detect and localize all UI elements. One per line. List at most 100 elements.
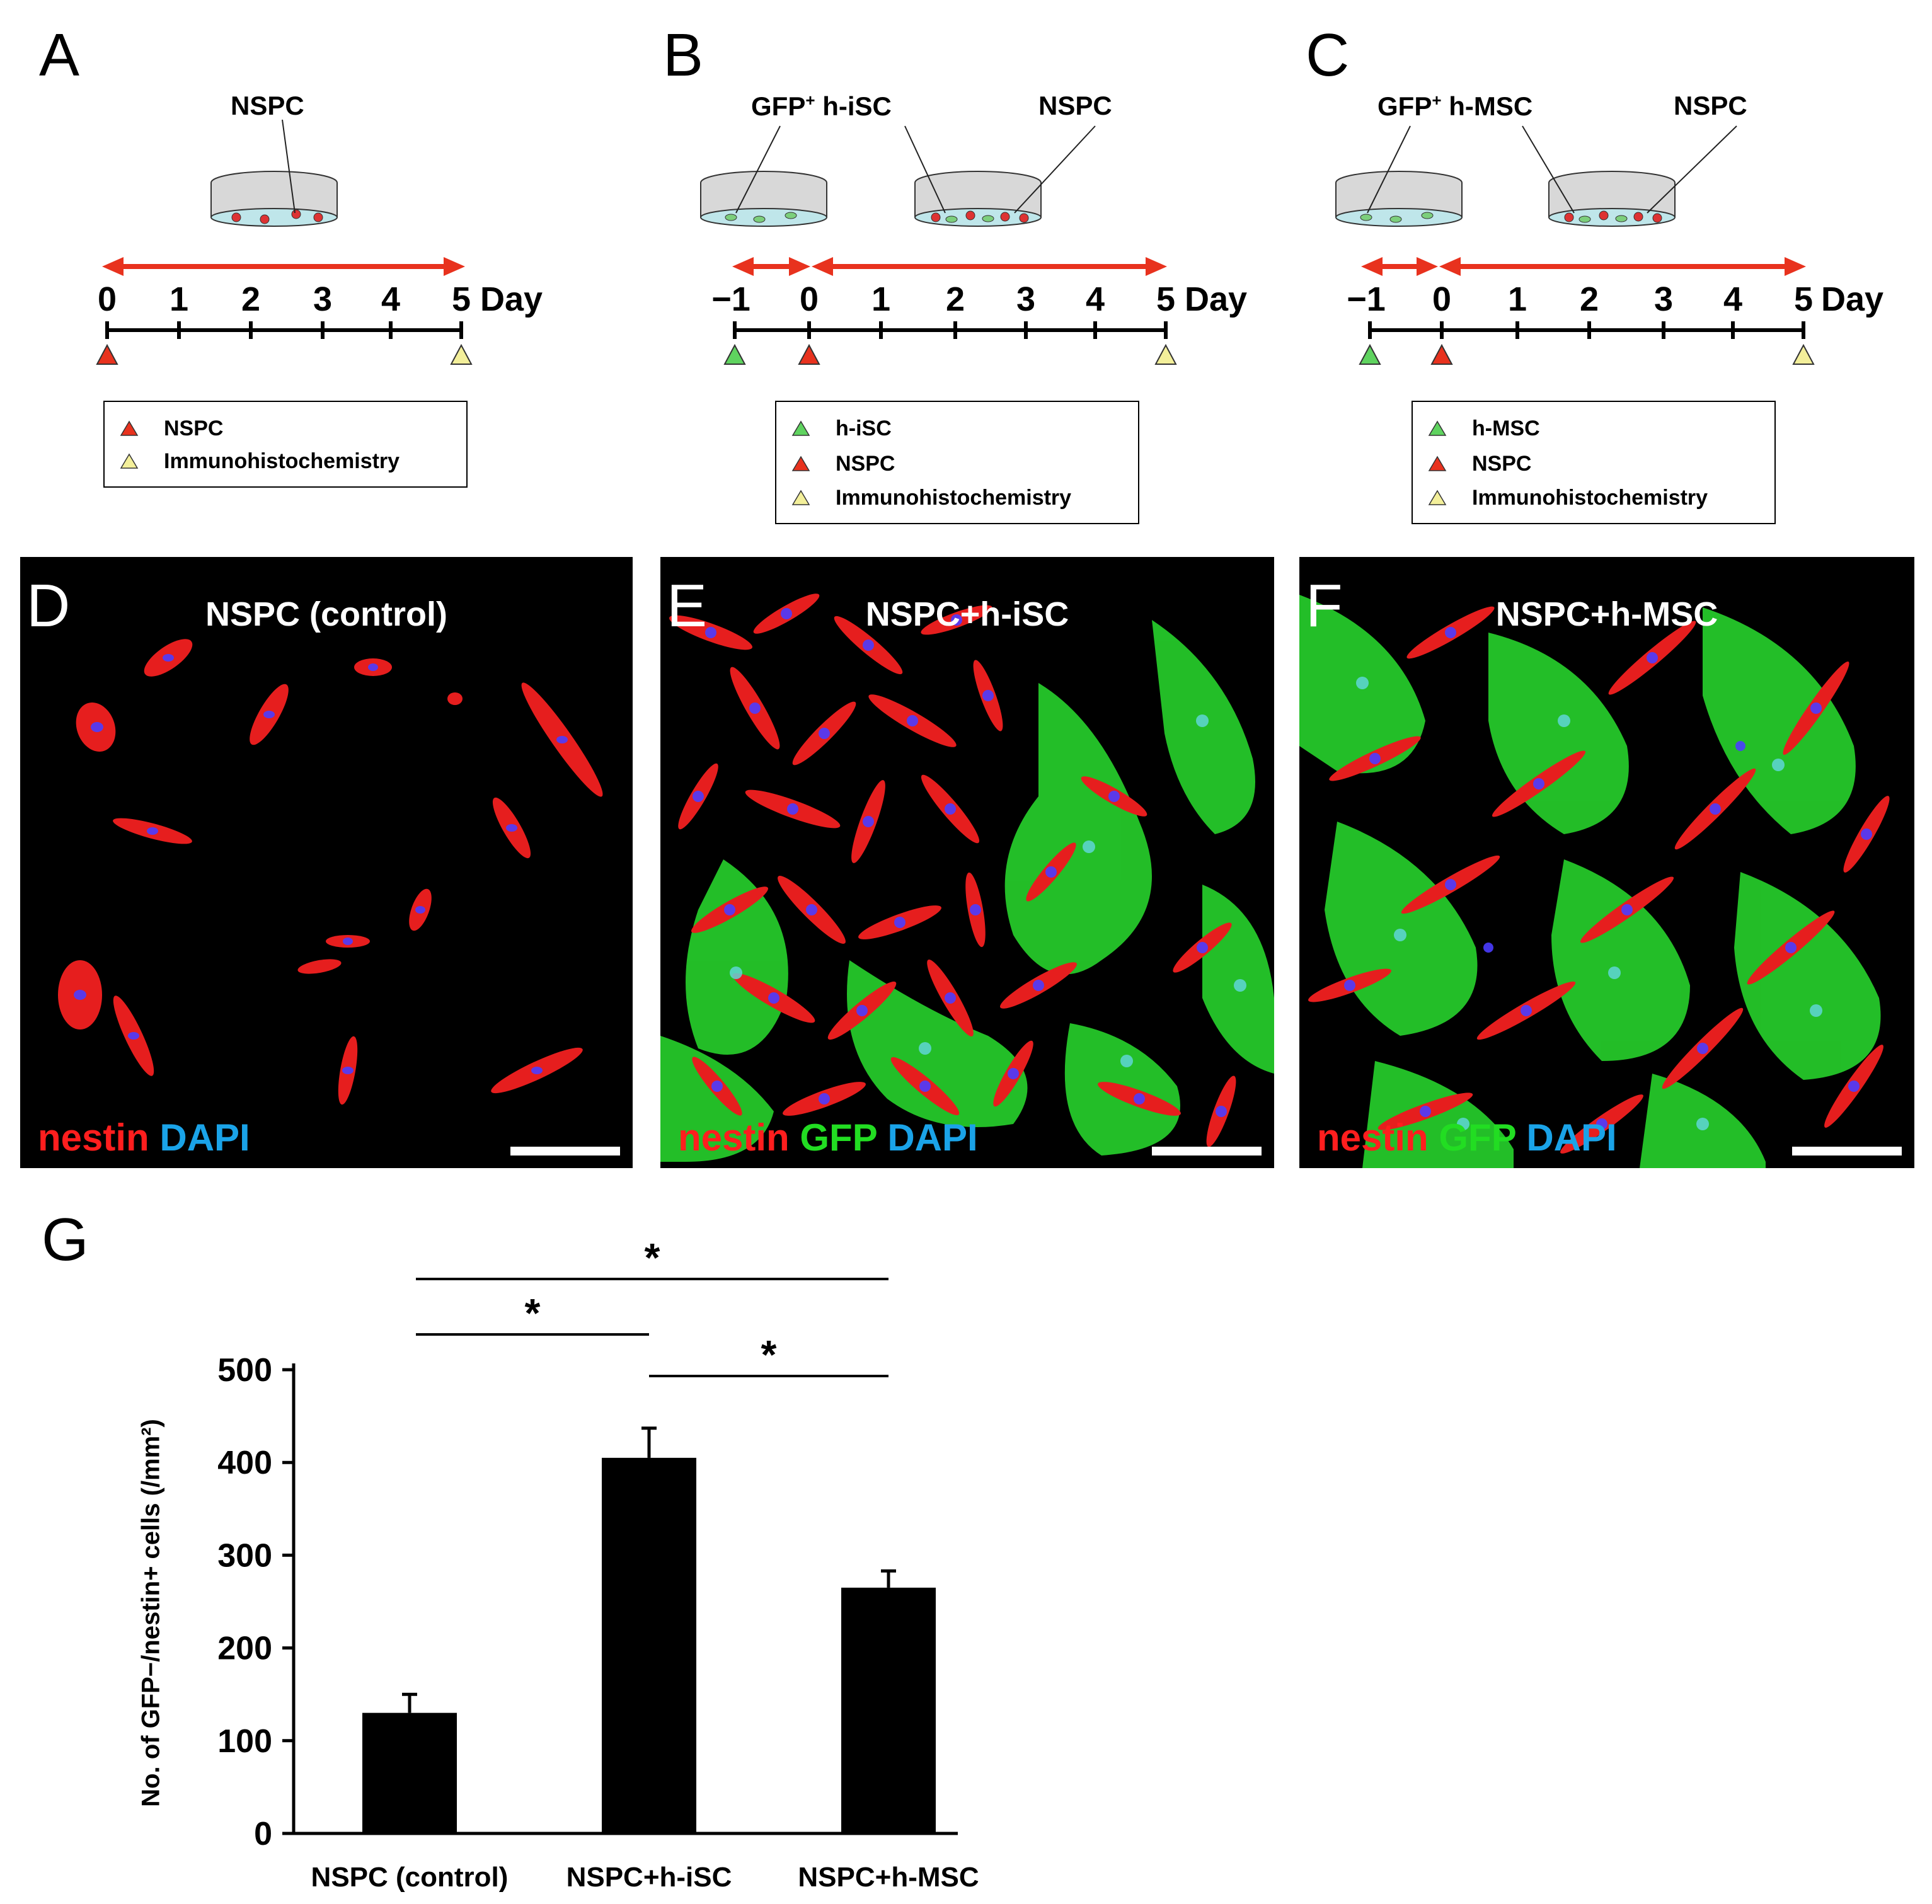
panel-letter-d: D	[26, 572, 71, 639]
legend-label: Immunohistochemistry	[836, 485, 1072, 510]
cell-text: h-iSC	[815, 91, 892, 121]
x-tick-label: NSPC+h-iSC	[566, 1862, 732, 1893]
scale-bar	[510, 1147, 620, 1156]
gfp-text: GFP	[751, 91, 806, 121]
bar-chart: 0 100 200 300 400 500 NSPC (control) NSPC+h-iSC…	[217, 1235, 979, 1893]
day-tick-4: 4	[1085, 280, 1105, 318]
panel-letter-e: E	[667, 572, 708, 639]
y-tick-label: 0	[254, 1816, 272, 1852]
timeline-c	[1335, 125, 1815, 365]
micrograph-d: D NSPC (control) nestin DAPI	[20, 557, 633, 1168]
x-tick-label: NSPC (control)	[311, 1862, 509, 1893]
stain-dapi: DAPI	[159, 1116, 250, 1159]
day-tick-5: 5	[1793, 280, 1814, 318]
gfp-superscript: +	[805, 91, 815, 110]
ihc-marker	[1792, 343, 1815, 365]
red-triangle-icon	[1428, 456, 1447, 471]
day-tick-1: 1	[1507, 280, 1527, 318]
day-tick-4: 4	[1723, 280, 1743, 318]
stain-legend: nestin GFP DAPI	[1317, 1116, 1617, 1159]
micrograph-title: NSPC+h-MSC	[1495, 595, 1718, 633]
ihc-marker	[1154, 343, 1177, 365]
day-tick-0: 0	[1432, 280, 1452, 318]
day-unit-label: Day	[1821, 280, 1884, 318]
culture-dish-icon	[1335, 171, 1463, 227]
dish-label-nspc: NSPC	[1674, 91, 1747, 120]
day-tick-minus-1: −1	[1347, 280, 1386, 318]
scale-bar	[1152, 1147, 1262, 1156]
legend-b: h-iSC NSPC Immunohistochemistry	[775, 401, 1139, 524]
ihc-marker	[450, 343, 473, 365]
y-axis-label: No. of GFP−/nestin+ cells (/mm²)	[137, 1419, 165, 1807]
day-tick-2: 2	[945, 280, 965, 318]
nspc-marker	[798, 343, 820, 365]
stain-nestin: nestin	[38, 1116, 149, 1159]
green-triangle-icon	[791, 420, 810, 436]
culture-dish-icon	[210, 171, 338, 227]
h-msc-marker	[1359, 343, 1381, 365]
yellow-triangle-icon	[1428, 490, 1447, 505]
x-tick-label: NSPC+h-MSC	[798, 1862, 979, 1893]
culture-dish-icon	[914, 171, 1042, 227]
legend-label: h-iSC	[836, 416, 892, 440]
culture-dish-icon	[700, 171, 827, 227]
gfp-text: GFP	[1377, 91, 1432, 121]
panel-letter-g: G	[42, 1206, 89, 1273]
cell-image	[660, 594, 1274, 1162]
duration-arrow	[1361, 257, 1438, 276]
stain-legend: nestin DAPI	[38, 1116, 250, 1159]
timeline-a	[96, 119, 473, 365]
micrograph-title: NSPC+h-iSC	[865, 595, 1069, 633]
yellow-triangle-icon	[120, 453, 139, 469]
duration-arrow	[102, 257, 465, 276]
stain-legend: nestin GFP DAPI	[678, 1116, 978, 1159]
micrograph-f: F NSPC+h-MSC nestin GFP DAPI	[1299, 557, 1914, 1168]
legend-c: h-MSC NSPC Immunohistochemistry	[1412, 401, 1776, 524]
cell-text: h-MSC	[1441, 91, 1533, 121]
stain-gfp: GFP	[1439, 1116, 1516, 1159]
day-tick-0: 0	[799, 280, 819, 318]
gfp-superscript: +	[1432, 91, 1442, 110]
yellow-triangle-icon	[791, 490, 810, 505]
stain-dapi: DAPI	[1526, 1116, 1617, 1159]
duration-arrow	[1439, 257, 1806, 276]
cell-image	[58, 639, 603, 1105]
duration-arrow	[732, 257, 810, 276]
day-unit-label: Day	[480, 280, 543, 318]
red-triangle-icon	[791, 456, 810, 471]
day-tick-2: 2	[1579, 280, 1599, 318]
y-tick-label: 300	[217, 1537, 272, 1574]
significance-star: *	[761, 1332, 777, 1377]
day-tick-1: 1	[871, 280, 891, 318]
day-tick-3: 3	[313, 280, 333, 318]
y-tick-label: 400	[217, 1445, 272, 1481]
bar	[362, 1712, 457, 1833]
stain-gfp: GFP	[800, 1116, 877, 1159]
legend-label: Immunohistochemistry	[164, 449, 400, 473]
scale-bar	[1792, 1147, 1902, 1156]
dish-label-nspc: NSPC	[231, 91, 304, 120]
legend-label: NSPC	[836, 451, 895, 476]
day-tick-5: 5	[1156, 280, 1176, 318]
micrograph-e: E NSPC+h-iSC nestin GFP DAPI	[660, 557, 1274, 1168]
y-tick-label: 200	[217, 1631, 272, 1667]
green-triangle-icon	[1428, 420, 1447, 436]
legend-label: NSPC	[164, 416, 224, 440]
significance-star: *	[525, 1290, 541, 1336]
significance-star: *	[645, 1235, 660, 1280]
red-triangle-icon	[120, 420, 139, 436]
legend-a: NSPC Immunohistochemistry	[103, 401, 468, 488]
legend-label: NSPC	[1472, 451, 1532, 476]
cell-image	[1299, 595, 1890, 1168]
day-tick-5: 5	[451, 280, 471, 318]
timeline-b	[700, 125, 1177, 365]
stain-dapi: DAPI	[887, 1116, 978, 1159]
duration-arrow	[812, 257, 1167, 276]
panel-letter-f: F	[1306, 572, 1343, 639]
stain-nestin: nestin	[1317, 1116, 1429, 1159]
nspc-marker	[96, 343, 118, 365]
y-tick-label: 100	[217, 1723, 272, 1760]
culture-dish-icon	[1548, 171, 1676, 227]
day-tick-0: 0	[97, 280, 117, 318]
day-tick-3: 3	[1016, 280, 1036, 318]
